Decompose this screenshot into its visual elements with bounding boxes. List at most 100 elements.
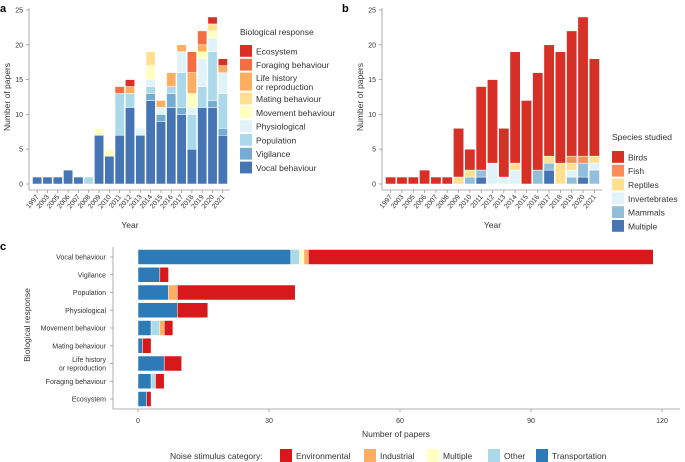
bar-segment	[135, 128, 146, 136]
bar-segment	[207, 37, 218, 53]
bar-segment	[94, 135, 104, 185]
bar-segment	[137, 284, 169, 301]
x-tick-label: 0	[136, 418, 140, 425]
bar-segment	[114, 135, 125, 185]
bar-segment	[166, 86, 177, 94]
bar-segment	[566, 162, 578, 171]
bar-segment	[166, 72, 177, 87]
bar-segment	[137, 320, 152, 336]
legend-item-label: Physiological	[256, 122, 306, 132]
bar-segment	[163, 355, 182, 372]
y-axis-label: Number of papers	[355, 63, 365, 131]
bar-segment	[197, 86, 208, 108]
bar-segment	[197, 51, 208, 59]
legend-item-label: Invertebrates	[628, 194, 678, 204]
bar-segment	[207, 16, 218, 25]
label-line: Life history	[72, 357, 106, 364]
y-axis-label: Biological response	[22, 288, 32, 362]
label-line: Life history	[256, 73, 298, 83]
y-tick-label: 0	[19, 182, 23, 189]
bar-segment	[543, 155, 555, 164]
bar-segment	[532, 72, 544, 171]
legend-item-label: Ecosystem	[256, 46, 298, 56]
bar-segment	[464, 169, 476, 178]
legend-swatch	[612, 164, 624, 177]
bar-segment	[566, 176, 578, 185]
legend-item-label: Industrial	[380, 451, 415, 461]
bar-segment	[137, 391, 147, 407]
bar-segment	[566, 30, 578, 157]
bar-segment	[186, 107, 197, 115]
bar-segment	[290, 249, 300, 265]
bar-segment	[125, 93, 135, 108]
bar-segment	[197, 107, 208, 185]
y-axis-label: Number of papers	[2, 63, 12, 131]
bar-segment	[52, 176, 63, 185]
legend-item-label: Environmental	[296, 451, 350, 461]
y-tick-label: Population	[73, 290, 106, 297]
panel-c: c 0 30 60 90 120 Vocal behaviour Vigilance Popul…	[0, 241, 680, 462]
bar-segment	[137, 302, 178, 318]
legend-title: Species studied	[612, 132, 672, 142]
bar-segment	[588, 155, 600, 164]
bar-segment	[150, 320, 161, 336]
legend-swatch	[364, 449, 376, 462]
bar-segment	[137, 373, 152, 389]
bar-segment	[32, 176, 43, 185]
bar-segment	[217, 128, 228, 136]
legend-item-label: Mating behaviour	[256, 94, 321, 104]
legend-swatch	[240, 106, 252, 119]
bar-segment	[177, 284, 296, 301]
x-tick-label: 120	[656, 418, 668, 425]
bar-segment	[159, 320, 165, 336]
legend-item-label: Multiple	[443, 451, 473, 461]
bar-segment	[498, 128, 510, 178]
bar-segment	[441, 176, 453, 185]
bar-segment	[197, 30, 208, 46]
legend-swatch	[612, 192, 624, 205]
bar-segment	[166, 93, 177, 108]
bar-segment	[145, 100, 156, 185]
bar-segment	[521, 100, 532, 185]
bar-segment	[475, 86, 487, 171]
legend-swatch	[536, 449, 548, 462]
bar-segment	[186, 114, 197, 150]
bar-segment	[430, 176, 442, 185]
bar-segment	[407, 176, 419, 185]
bar-segment	[385, 176, 397, 185]
bar-segment	[145, 79, 156, 87]
x-axis-label: Number of papers	[362, 429, 430, 439]
bar-segment	[588, 58, 600, 157]
x-tick-label: 60	[396, 418, 404, 425]
legend-swatch	[612, 206, 624, 218]
bar-segment	[217, 135, 228, 185]
y-tick-label: 10	[15, 112, 23, 119]
bar-segment	[135, 135, 146, 185]
bar-segment	[464, 176, 476, 185]
bar-segment	[176, 51, 187, 73]
x-tick-label: 30	[265, 418, 273, 425]
y-tick-label: 10	[368, 112, 376, 119]
bar-segment	[207, 51, 218, 101]
y-tick-label: Physiological	[65, 308, 106, 315]
legend-item-label: Transportation	[552, 451, 607, 461]
panel-label: b	[342, 3, 349, 15]
bar-segment	[543, 162, 555, 171]
bar-segment	[207, 30, 218, 39]
y-tick-label: Movement behaviour	[41, 326, 107, 333]
bar-segment	[509, 51, 521, 164]
bar-segment	[577, 162, 589, 178]
bar-segment	[464, 148, 476, 171]
y-tick-label: Vocal behaviour	[56, 255, 106, 262]
legend-swatch	[612, 220, 624, 232]
x-tick-label: 2021	[582, 194, 597, 211]
bar-segment	[125, 107, 135, 185]
bar-segment	[197, 58, 208, 87]
bar-segment	[145, 93, 156, 101]
legend-swatch	[240, 134, 252, 146]
bar-segment	[150, 373, 156, 389]
bar-segment	[577, 16, 589, 157]
bar-segment	[156, 114, 166, 122]
bar-segment	[176, 107, 187, 115]
